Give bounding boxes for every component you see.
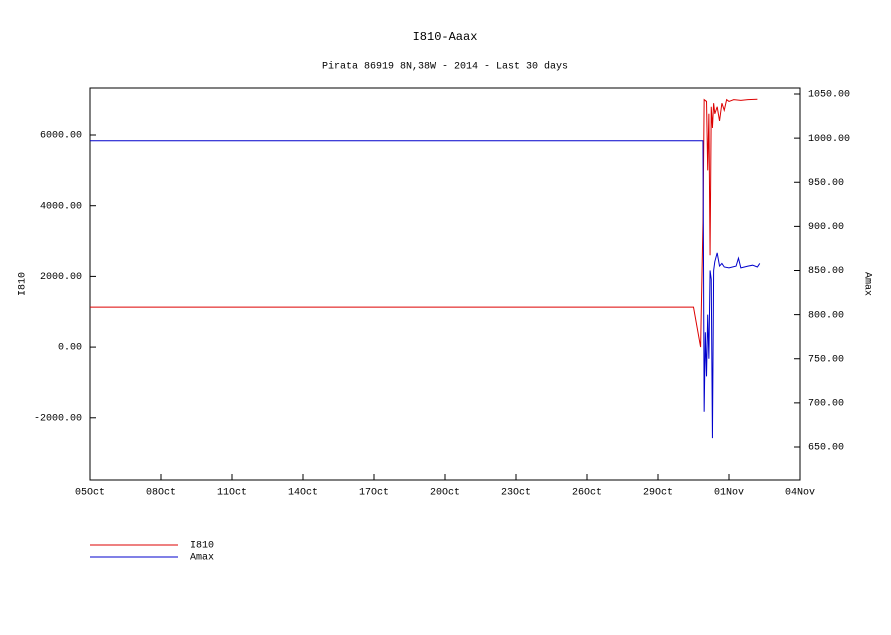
x-tick-label: 17Oct	[359, 488, 389, 499]
y-tick-label: 6000.00	[40, 131, 82, 142]
x-tick-label: 01Nov	[714, 488, 744, 499]
y-axis-label: I810	[18, 272, 29, 296]
y2-tick-label: 1050.00	[808, 90, 850, 101]
y-tick-label: 4000.00	[40, 201, 82, 212]
y-tick-label: -2000.00	[34, 413, 82, 424]
chart-title: I810-Aaax	[413, 30, 478, 44]
chart-subtitle: Pirata 86919 8N,38W - 2014 - Last 30 day…	[322, 61, 568, 73]
y2-tick-label: 700.00	[808, 399, 844, 410]
y2-tick-label: 650.00	[808, 443, 844, 454]
x-tick-label: 20Oct	[430, 488, 460, 499]
y2-tick-label: 750.00	[808, 354, 844, 365]
y2-axis-label: Amax	[861, 272, 872, 296]
data-line	[90, 140, 761, 439]
y2-tick-label: 950.00	[808, 178, 844, 189]
y-tick-label: 2000.00	[40, 272, 82, 283]
x-tick-label: 26Oct	[572, 488, 602, 499]
plot-frame	[89, 87, 801, 481]
x-tick-label: 23Oct	[501, 488, 531, 499]
x-tick-label: 08Oct	[146, 488, 176, 499]
y2-tick-label: 800.00	[808, 310, 844, 321]
y2-tick-label: 850.00	[808, 266, 844, 277]
x-tick-label: 11Oct	[217, 488, 247, 499]
legend-label: I810	[190, 541, 214, 552]
y2-tick-label: 1000.00	[808, 134, 850, 145]
data-line	[90, 98, 758, 348]
x-tick-label: 14Oct	[288, 488, 318, 499]
x-tick-label: 29Oct	[643, 488, 673, 499]
x-tick-label: 04Nov	[785, 488, 815, 499]
legend-label: Amax	[190, 553, 214, 564]
y2-tick-label: 900.00	[808, 222, 844, 233]
y-tick-label: 0.00	[58, 343, 82, 354]
x-tick-label: 05Oct	[75, 488, 105, 499]
